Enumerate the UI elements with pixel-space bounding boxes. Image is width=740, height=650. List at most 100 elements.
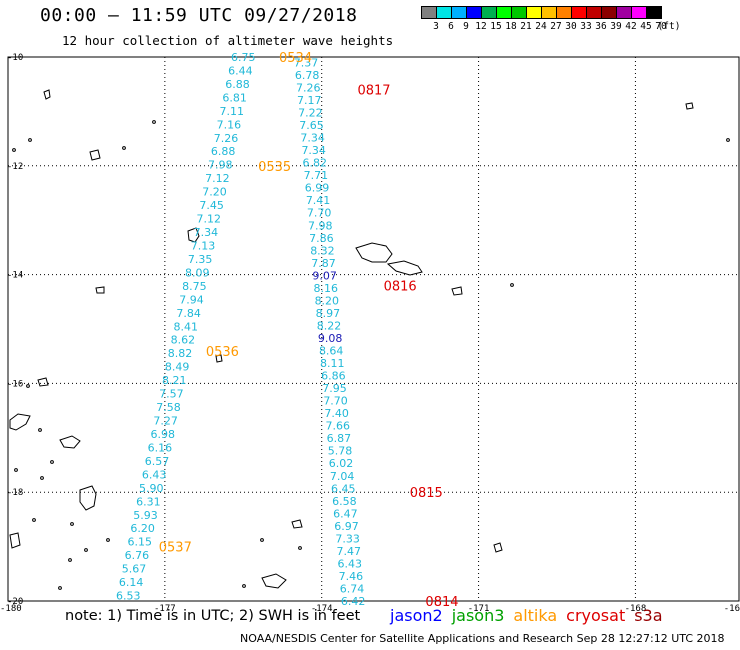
swh-value: 7.22 <box>298 107 323 120</box>
pass-time-label: 0815 <box>410 486 443 501</box>
islet-marker <box>26 384 30 388</box>
swh-value: 6.86 <box>321 370 346 383</box>
swh-value: 7.37 <box>294 56 319 69</box>
island-outline <box>95 286 105 294</box>
swh-value: 6.20 <box>130 522 155 535</box>
island-outline <box>9 532 21 549</box>
swh-value: 6.78 <box>295 69 320 82</box>
island-outline <box>43 89 51 100</box>
swh-value: 7.20 <box>202 186 227 199</box>
latitude-label: -14 <box>7 271 23 281</box>
islet-marker <box>12 148 16 152</box>
swh-value: 7.35 <box>188 253 213 266</box>
swh-value: 8.20 <box>315 294 340 307</box>
longitude-label: -16 <box>724 604 740 614</box>
colorbar-label: 70 <box>655 21 667 32</box>
latitude-label: -18 <box>7 488 23 498</box>
island-outline <box>187 227 200 243</box>
colorbar-label: 42 <box>625 21 637 32</box>
swh-value: 6.75 <box>231 51 256 64</box>
islet-marker <box>152 120 156 124</box>
swh-value: 7.87 <box>311 257 336 270</box>
swh-value: 7.46 <box>339 570 364 583</box>
swh-value: 7.70 <box>323 395 348 408</box>
island-outline <box>451 286 463 296</box>
colorbar-label: 9 <box>463 21 469 32</box>
swh-value: 7.27 <box>153 415 178 428</box>
islet-marker <box>50 460 54 464</box>
pass-time-label: 0534 <box>279 51 312 66</box>
swh-value: 7.12 <box>197 213 222 226</box>
longitude-label: -177 <box>154 604 176 614</box>
islet-marker <box>58 586 62 590</box>
coastlines <box>9 89 730 590</box>
islet-marker <box>106 538 110 542</box>
islet-marker <box>84 548 88 552</box>
credit-line: NOAA/NESDIS Center for Satellite Applica… <box>240 632 725 645</box>
islet-marker <box>70 522 74 526</box>
longitude-label: -171 <box>468 604 490 614</box>
swh-value: 6.87 <box>327 432 352 445</box>
swh-value: 7.71 <box>304 169 329 182</box>
swh-value: 5.67 <box>122 563 147 576</box>
swh-value: 9.07 <box>312 269 337 282</box>
longitude-label: -168 <box>625 604 647 614</box>
map-title: 00:00 — 11:59 UTC 09/27/2018 <box>40 5 358 26</box>
swh-value: 6.81 <box>222 91 247 104</box>
swh-value: 7.40 <box>324 407 349 420</box>
swh-value: 6.31 <box>136 495 161 508</box>
legend-item-cryosat: cryosat <box>566 606 626 625</box>
swh-value: 6.42 <box>341 595 366 608</box>
swh-value: 7.11 <box>220 105 245 118</box>
legend-item-s3a: s3a <box>634 606 663 625</box>
swh-value: 7.13 <box>191 239 216 252</box>
islet-marker <box>32 518 36 522</box>
colorbar-label: (ft) <box>657 21 681 32</box>
swh-value: 7.12 <box>205 172 230 185</box>
colorbar-label: 18 <box>505 21 517 32</box>
colorbar-label: 6 <box>448 21 454 32</box>
swh-values: 6.756.446.886.817.117.167.266.887.987.12… <box>116 51 365 608</box>
swh-value: 6.57 <box>145 455 170 468</box>
swh-value: 8.11 <box>320 357 345 370</box>
swh-value: 6.99 <box>305 182 330 195</box>
swh-value: 7.26 <box>214 132 239 145</box>
colorbar-label: 12 <box>475 21 487 32</box>
swh-value: 7.47 <box>336 545 361 558</box>
islet-marker <box>68 558 72 562</box>
swh-value: 7.98 <box>308 219 333 232</box>
island-outline <box>355 242 393 263</box>
swh-value: 7.17 <box>297 94 322 107</box>
latitude-label: -20 <box>7 597 23 607</box>
legend-item-jason3: jason3 <box>451 606 505 625</box>
swh-value: 7.33 <box>335 532 360 545</box>
latitude-label: -10 <box>7 53 23 63</box>
island-outline <box>37 377 49 387</box>
swh-value: 8.64 <box>319 345 344 358</box>
swh-value: 8.22 <box>317 319 342 332</box>
map-subtitle: 12 hour collection of altimeter wave hei… <box>62 33 394 48</box>
islet-marker <box>298 546 302 550</box>
latitude-label: -16 <box>7 379 23 389</box>
swh-value: 6.53 <box>116 590 141 603</box>
colorbar-label: 3 <box>433 21 439 32</box>
swh-value: 7.94 <box>179 293 204 306</box>
islet-marker <box>726 138 730 142</box>
longitude-label: -180 <box>0 604 22 614</box>
pass-time-label: 0816 <box>384 279 417 294</box>
swh-value: 7.34 <box>301 144 326 157</box>
colorbar-label: 21 <box>520 21 532 32</box>
legend-item-altika: altika <box>513 606 558 625</box>
swh-value: 7.98 <box>208 159 233 172</box>
swh-value: 8.21 <box>162 374 187 387</box>
swh-value: 8.75 <box>182 280 207 293</box>
island-outline <box>59 435 81 449</box>
island-outline <box>215 354 223 363</box>
swh-value: 6.82 <box>303 157 328 170</box>
colorbar-label: 45 <box>640 21 652 32</box>
swh-value: 7.86 <box>309 232 334 245</box>
swh-value: 6.14 <box>119 576 144 589</box>
swh-value: 8.82 <box>168 347 193 360</box>
swh-value: 6.88 <box>211 145 236 158</box>
swh-value: 7.04 <box>330 470 355 483</box>
